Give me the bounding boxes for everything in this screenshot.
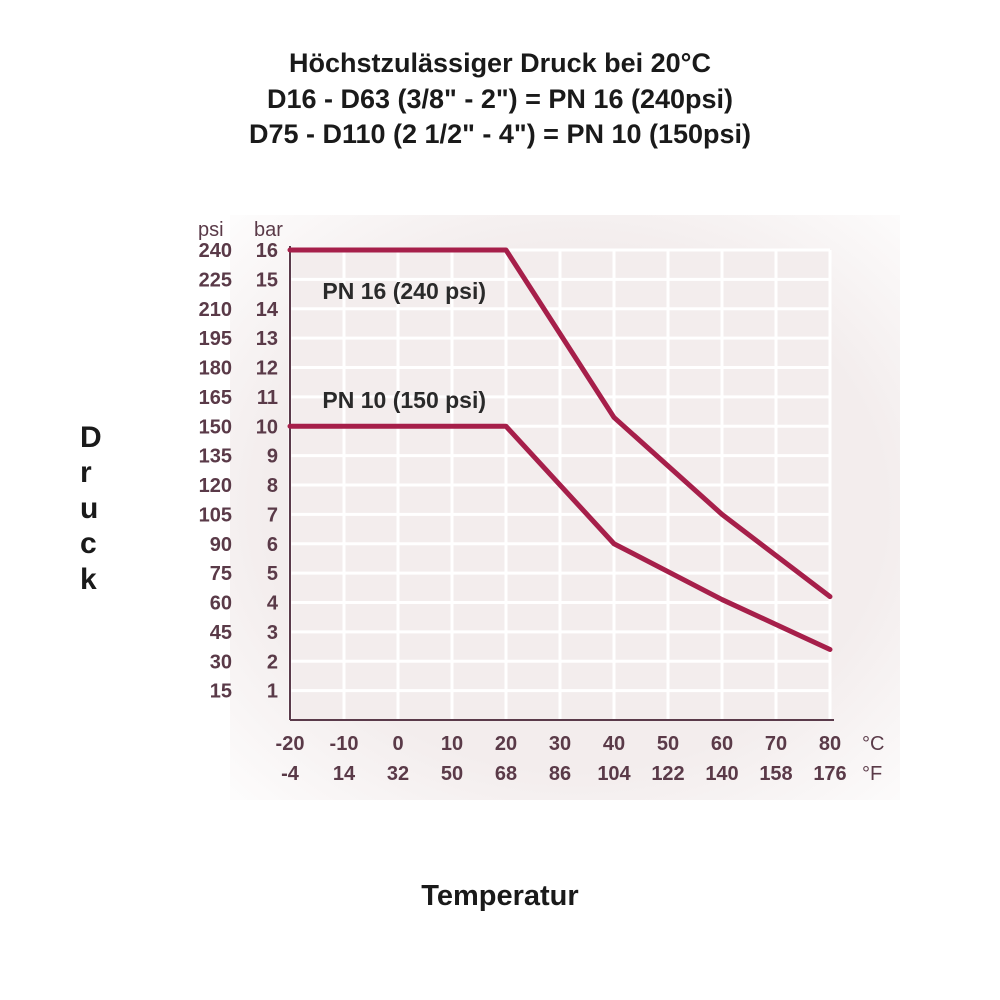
svg-text:11: 11 — [257, 387, 278, 409]
x-axis-label: Temperatur — [0, 880, 1000, 913]
svg-text:180: 180 — [199, 358, 232, 380]
svg-text:2: 2 — [267, 651, 278, 673]
svg-text:80: 80 — [819, 733, 841, 755]
svg-text:PN 10 (150 psi): PN 10 (150 psi) — [322, 387, 486, 413]
svg-text:135: 135 — [199, 446, 232, 468]
y-axis-label: Druck — [80, 420, 102, 597]
svg-text:122: 122 — [651, 763, 684, 785]
svg-text:5: 5 — [267, 563, 278, 585]
svg-text:240: 240 — [199, 240, 232, 262]
svg-text:PN 16 (240 psi): PN 16 (240 psi) — [322, 278, 486, 304]
svg-text:195: 195 — [199, 328, 232, 350]
svg-text:150: 150 — [199, 416, 232, 438]
svg-text:20: 20 — [495, 733, 517, 755]
svg-text:6: 6 — [267, 534, 278, 556]
svg-text:-4: -4 — [281, 763, 300, 785]
svg-text:158: 158 — [759, 763, 792, 785]
svg-text:-20: -20 — [276, 733, 305, 755]
svg-text:70: 70 — [765, 733, 787, 755]
svg-text:4: 4 — [267, 593, 279, 615]
svg-text:75: 75 — [210, 563, 232, 585]
svg-text:105: 105 — [199, 504, 232, 526]
svg-text:15: 15 — [256, 269, 278, 291]
svg-text:30: 30 — [549, 733, 571, 755]
svg-text:86: 86 — [549, 763, 571, 785]
svg-text:10: 10 — [256, 416, 278, 438]
pressure-temperature-chart: psibar2401622515210141951318012165111501… — [170, 210, 900, 840]
svg-text:210: 210 — [199, 299, 232, 321]
svg-text:8: 8 — [267, 475, 278, 497]
svg-text:0: 0 — [392, 733, 403, 755]
svg-text:16: 16 — [256, 240, 278, 262]
svg-text:225: 225 — [199, 269, 232, 291]
svg-text:104: 104 — [597, 763, 631, 785]
svg-text:13: 13 — [256, 328, 278, 350]
svg-text:165: 165 — [199, 387, 232, 409]
svg-text:45: 45 — [210, 622, 232, 644]
svg-text:7: 7 — [267, 504, 278, 526]
svg-text:50: 50 — [441, 763, 463, 785]
svg-text:bar: bar — [254, 219, 283, 241]
svg-text:14: 14 — [256, 299, 279, 321]
svg-text:10: 10 — [441, 733, 463, 755]
svg-text:psi: psi — [198, 219, 224, 241]
svg-text:90: 90 — [210, 534, 232, 556]
svg-text:50: 50 — [657, 733, 679, 755]
svg-text:14: 14 — [333, 763, 356, 785]
svg-text:140: 140 — [705, 763, 738, 785]
svg-text:15: 15 — [210, 681, 232, 703]
title-line-1: Höchstzulässiger Druck bei 20°C — [0, 46, 1000, 82]
title-line-3: D75 - D110 (2 1/2" - 4") = PN 10 (150psi… — [0, 117, 1000, 153]
svg-text:9: 9 — [267, 446, 278, 468]
svg-text:60: 60 — [711, 733, 733, 755]
svg-text:3: 3 — [267, 622, 278, 644]
chart-title: Höchstzulässiger Druck bei 20°C D16 - D6… — [0, 46, 1000, 153]
svg-text:°F: °F — [862, 763, 882, 785]
svg-text:°C: °C — [862, 733, 884, 755]
svg-text:1: 1 — [267, 681, 278, 703]
svg-text:-10: -10 — [330, 733, 359, 755]
title-line-2: D16 - D63 (3/8" - 2") = PN 16 (240psi) — [0, 82, 1000, 118]
svg-text:32: 32 — [387, 763, 409, 785]
svg-text:176: 176 — [813, 763, 846, 785]
svg-text:120: 120 — [199, 475, 232, 497]
svg-text:68: 68 — [495, 763, 517, 785]
svg-text:40: 40 — [603, 733, 625, 755]
svg-text:30: 30 — [210, 651, 232, 673]
svg-text:60: 60 — [210, 593, 232, 615]
svg-text:12: 12 — [256, 358, 278, 380]
